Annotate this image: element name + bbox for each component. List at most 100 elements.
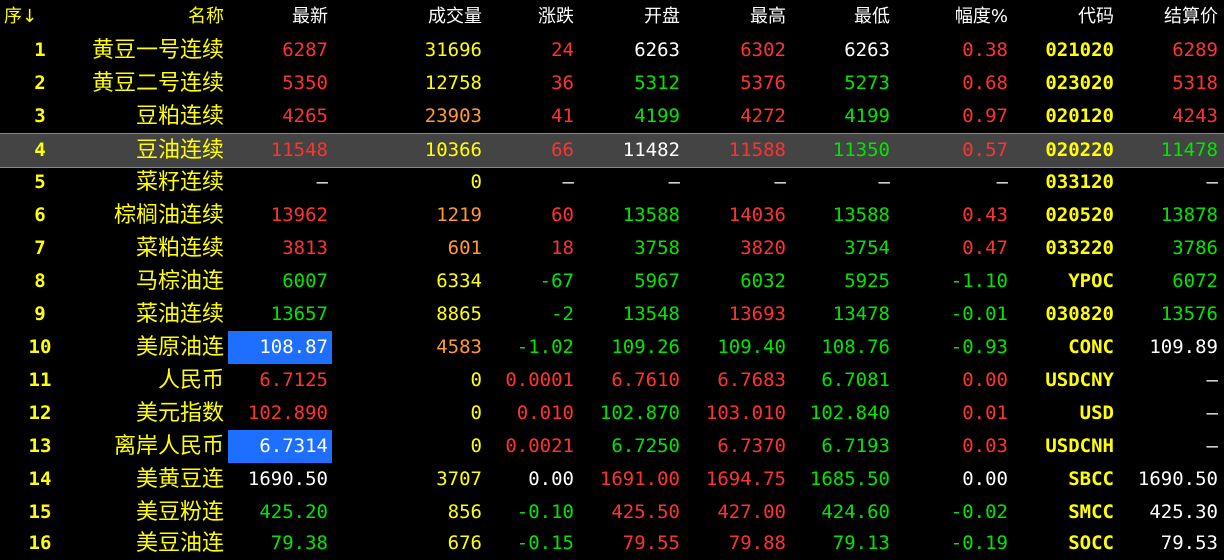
- row-change: 24: [551, 39, 574, 61]
- header-seq[interactable]: 序↓: [4, 6, 38, 27]
- table-row[interactable]: 7 菜粕连续 3813 601 18 3758 3820 3754 0.47 0…: [0, 232, 1224, 265]
- row-volume: 0: [470, 435, 482, 457]
- row-pct: -1.10: [950, 270, 1008, 292]
- row-seq: 11: [28, 369, 52, 391]
- row-pct: 0.38: [962, 39, 1008, 61]
- table-row[interactable]: 13 离岸人民币 6.7314 0 0.0021 6.7250 6.7370 6…: [0, 430, 1224, 463]
- row-open: 6.7250: [611, 435, 680, 457]
- row-open: 102.870: [599, 402, 680, 424]
- row-settle: 11478: [1160, 139, 1218, 161]
- table-row[interactable]: 9 菜油连续 13657 8865 -2 13548 13693 13478 -…: [0, 298, 1224, 331]
- row-low: 5925: [844, 270, 890, 292]
- row-code: 020220: [1045, 139, 1114, 161]
- table-row[interactable]: 11 人民币 6.7125 0 0.0001 6.7610 6.7683 6.7…: [0, 364, 1224, 397]
- row-name: 菜油连续: [135, 302, 224, 327]
- row-volume: 3707: [436, 468, 482, 490]
- row-seq: 14: [28, 468, 52, 490]
- row-last: 425.20: [259, 501, 328, 523]
- row-last: 1690.50: [247, 468, 328, 490]
- row-seq: 2: [34, 72, 46, 94]
- header-last[interactable]: 最新: [292, 6, 328, 27]
- table-row[interactable]: 10 美原油连 108.87 4583 -1.02 109.26 109.40 …: [0, 331, 1224, 364]
- table-row-selected[interactable]: 4 豆油连续 11548 10366 66 11482 11588 11350 …: [0, 133, 1224, 168]
- table-row[interactable]: 3 豆粕连续 4265 23903 41 4199 4272 4199 0.97…: [0, 100, 1224, 133]
- row-open: 5967: [634, 270, 680, 292]
- row-settle: —: [1206, 171, 1218, 193]
- row-code: SMCC: [1068, 501, 1114, 523]
- row-settle: 425.30: [1149, 501, 1218, 523]
- row-high: 3820: [740, 237, 786, 259]
- table-row[interactable]: 2 黄豆二号连续 5350 12758 36 5312 5376 5273 0.…: [0, 67, 1224, 100]
- table-row[interactable]: 1 黄豆一号连续 6287 31696 24 6263 6302 6263 0.…: [0, 34, 1224, 67]
- row-low: —: [878, 171, 890, 193]
- header-open[interactable]: 开盘: [644, 6, 680, 27]
- row-open: 3758: [634, 237, 680, 259]
- row-last: 3813: [282, 237, 328, 259]
- row-pct: 0.57: [962, 139, 1008, 161]
- row-name: 马棕油连: [135, 269, 224, 294]
- row-low: 6263: [844, 39, 890, 61]
- row-seq: 13: [28, 435, 52, 457]
- row-low: 6.7193: [821, 435, 890, 457]
- header-change[interactable]: 涨跌: [538, 6, 574, 27]
- table-row[interactable]: 5 菜籽连续 — 0 — — — — — 033120 —: [0, 166, 1224, 199]
- row-last: 6287: [282, 39, 328, 61]
- row-pct: -0.01: [950, 303, 1008, 325]
- table-row[interactable]: 6 棕榈油连续 13962 1219 60 13588 14036 13588 …: [0, 199, 1224, 232]
- row-code: USD: [1079, 402, 1114, 424]
- row-name: 美元指数: [135, 401, 224, 426]
- header-pct[interactable]: 幅度%: [954, 6, 1008, 27]
- row-code: 023020: [1045, 72, 1114, 94]
- row-high: 103.010: [705, 402, 786, 424]
- table-row[interactable]: 16 美豆油连 79.38 676 -0.15 79.55 79.88 79.1…: [0, 527, 1224, 560]
- row-change: -0.15: [516, 532, 574, 554]
- row-high: 427.00: [717, 501, 786, 523]
- row-change: 36: [551, 72, 574, 94]
- row-pct: —: [996, 171, 1008, 193]
- header-high[interactable]: 最高: [750, 6, 786, 27]
- header-settle[interactable]: 结算价: [1164, 6, 1218, 27]
- row-seq: 3: [34, 105, 46, 127]
- header-volume[interactable]: 成交量: [428, 6, 482, 27]
- row-volume: 12758: [424, 72, 482, 94]
- table-row[interactable]: 8 马棕油连 6007 6334 -67 5967 6032 5925 -1.1…: [0, 265, 1224, 298]
- row-settle: —: [1206, 435, 1218, 457]
- header-code[interactable]: 代码: [1078, 6, 1114, 27]
- row-high: 6.7370: [717, 435, 786, 457]
- row-seq: 1: [34, 39, 46, 61]
- row-change: 18: [551, 237, 574, 259]
- row-code: USDCNY: [1045, 369, 1114, 391]
- row-low: 1685.50: [809, 468, 890, 490]
- row-change: 60: [551, 204, 574, 226]
- row-name: 菜粕连续: [135, 236, 224, 261]
- row-low: 13588: [832, 204, 890, 226]
- row-last: 11548: [270, 139, 328, 161]
- row-name: 离岸人民币: [113, 434, 224, 459]
- row-seq: 12: [28, 402, 52, 424]
- row-last: 5350: [282, 72, 328, 94]
- row-low: 108.76: [821, 336, 890, 358]
- row-seq: 5: [34, 171, 46, 193]
- table-row[interactable]: 12 美元指数 102.890 0 0.010 102.870 103.010 …: [0, 397, 1224, 430]
- row-name: 菜籽连续: [135, 170, 224, 195]
- row-change: 0.0001: [505, 369, 574, 391]
- row-pct: 0.68: [962, 72, 1008, 94]
- table-row[interactable]: 15 美豆粉连 425.20 856 -0.10 425.50 427.00 4…: [0, 496, 1224, 529]
- row-high: 6032: [740, 270, 786, 292]
- row-code: 021020: [1045, 39, 1114, 61]
- table-row[interactable]: 14 美黄豆连 1690.50 3707 0.00 1691.00 1694.7…: [0, 463, 1224, 496]
- row-settle: 13878: [1160, 204, 1218, 226]
- row-name: 人民币: [157, 368, 224, 393]
- table-header: 序↓ 名称 最新 成交量 涨跌 开盘 最高 最低 幅度% 代码 结算价: [0, 0, 1224, 34]
- row-seq: 9: [34, 303, 46, 325]
- row-last: 79.38: [270, 532, 328, 554]
- row-name: 黄豆一号连续: [91, 38, 224, 63]
- row-code: 033220: [1045, 237, 1114, 259]
- row-code: 030820: [1045, 303, 1114, 325]
- row-seq: 8: [34, 270, 46, 292]
- row-change: -67: [539, 270, 574, 292]
- header-low[interactable]: 最低: [854, 6, 890, 27]
- header-name[interactable]: 名称: [188, 6, 224, 27]
- row-name: 豆油连续: [135, 138, 224, 163]
- row-settle: 79.53: [1160, 532, 1218, 554]
